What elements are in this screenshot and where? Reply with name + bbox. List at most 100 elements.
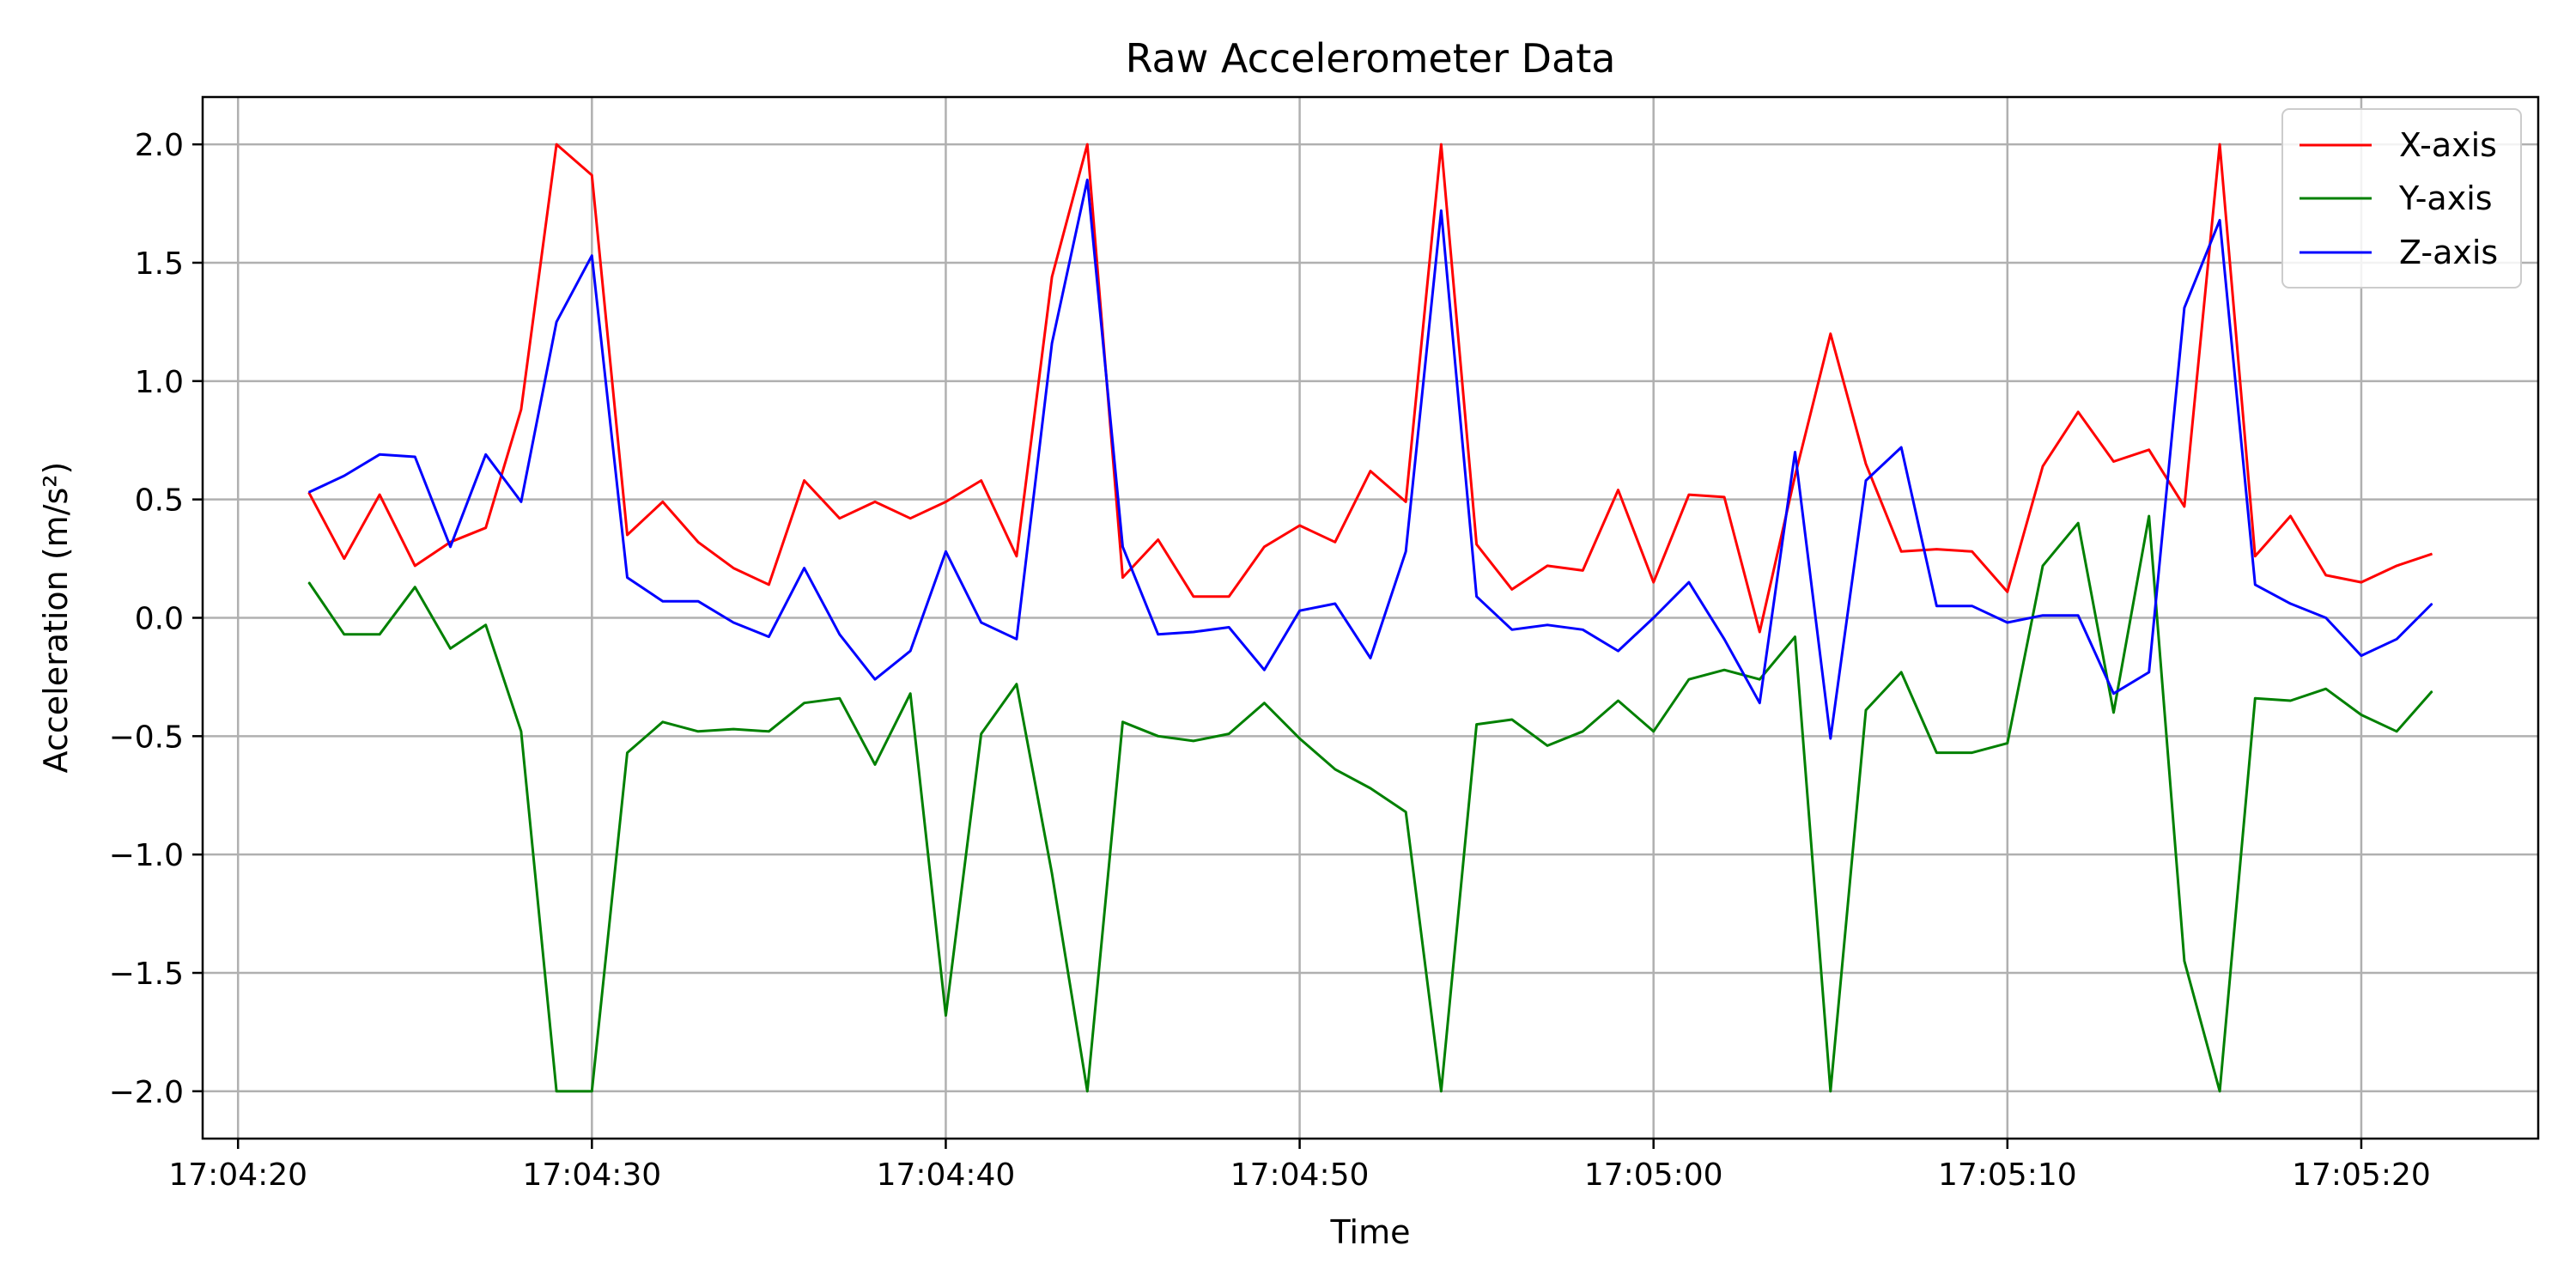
x-tick-label: 17:04:50: [1230, 1157, 1370, 1193]
data-point-x-axis: [1759, 631, 1760, 633]
data-point-x-axis: [1511, 588, 1513, 590]
data-point-z-axis: [1122, 546, 1123, 548]
data-point-y-axis: [874, 763, 876, 765]
x-tick-label: 17:04:40: [877, 1157, 1016, 1193]
data-point-x-axis: [450, 541, 451, 543]
data-point-z-axis: [2290, 603, 2291, 605]
data-point-z-axis: [2148, 671, 2150, 673]
data-point-x-axis: [1618, 489, 1619, 491]
data-point-y-axis: [1476, 724, 1478, 726]
legend-box: [2281, 108, 2522, 289]
data-point-z-axis: [1618, 650, 1619, 652]
data-point-y-axis: [2007, 743, 2008, 744]
y-tick-label: −1.5: [109, 957, 184, 992]
y-tick-label: 1.0: [135, 365, 184, 400]
data-point-x-axis: [2431, 553, 2433, 555]
data-point-y-axis: [520, 731, 522, 732]
data-point-x-axis: [2290, 515, 2291, 517]
data-point-x-axis: [1830, 333, 1832, 335]
data-point-y-axis: [1618, 700, 1619, 702]
data-point-y-axis: [1688, 678, 1690, 680]
legend-label-x: X-axis: [2399, 126, 2497, 164]
data-point-y-axis: [485, 624, 487, 626]
x-tick-label: 17:05:00: [1584, 1157, 1723, 1193]
data-point-z-axis: [450, 546, 451, 548]
data-point-y-axis: [1051, 872, 1053, 874]
x-tick-label: 17:04:20: [168, 1157, 307, 1193]
data-point-x-axis: [2219, 143, 2221, 145]
data-point-x-axis: [2042, 465, 2044, 467]
data-point-x-axis: [2113, 461, 2114, 462]
y-axis-label: Acceleration (m/s²): [37, 462, 75, 774]
data-point-z-axis: [1723, 638, 1725, 640]
data-point-x-axis: [556, 143, 557, 145]
data-point-x-axis: [1228, 596, 1230, 598]
data-point-x-axis: [2325, 574, 2327, 576]
data-point-x-axis: [2148, 449, 2150, 451]
data-point-z-axis: [1688, 581, 1690, 583]
data-point-x-axis: [1865, 463, 1867, 465]
data-point-x-axis: [1476, 544, 1478, 545]
data-point-y-axis: [1900, 671, 1902, 673]
data-point-z-axis: [1476, 596, 1478, 598]
x-axis-label: Time: [1330, 1213, 1411, 1251]
data-point-z-axis: [1653, 617, 1655, 618]
y-tick-label: 0.0: [135, 602, 184, 637]
data-point-z-axis: [1370, 657, 1371, 659]
data-point-y-axis: [1370, 787, 1371, 789]
data-point-z-axis: [2325, 617, 2327, 618]
data-point-z-axis: [1228, 627, 1230, 628]
data-point-x-axis: [839, 518, 841, 519]
data-point-y-axis: [697, 731, 699, 732]
data-point-z-axis: [2431, 603, 2433, 605]
data-point-x-axis: [697, 541, 699, 543]
data-point-y-axis: [414, 586, 416, 588]
data-point-z-axis: [414, 456, 416, 458]
data-point-y-axis: [1971, 752, 1973, 754]
data-point-y-axis: [804, 702, 805, 704]
data-point-y-axis: [1263, 702, 1265, 704]
y-tick-label: −1.0: [109, 838, 184, 873]
data-point-x-axis: [1971, 550, 1973, 552]
data-point-x-axis: [1935, 549, 1937, 550]
data-point-x-axis: [1157, 539, 1159, 540]
data-point-x-axis: [1122, 577, 1123, 579]
data-point-z-axis: [2042, 615, 2044, 617]
data-point-z-axis: [1546, 624, 1548, 626]
data-point-x-axis: [1051, 276, 1053, 277]
data-point-z-axis: [697, 600, 699, 602]
y-tick-label: 1.5: [135, 246, 184, 282]
data-point-z-axis: [2113, 693, 2114, 695]
data-point-x-axis: [804, 480, 805, 482]
data-point-y-axis: [1157, 735, 1159, 737]
data-point-x-axis: [520, 409, 522, 410]
y-tick-label: 2.0: [135, 128, 184, 163]
data-point-z-axis: [1016, 638, 1018, 640]
y-tick-label: −2.0: [109, 1075, 184, 1110]
data-point-z-axis: [1865, 480, 1867, 482]
data-point-y-axis: [1935, 752, 1937, 754]
data-point-y-axis: [627, 752, 628, 754]
data-point-x-axis: [909, 518, 911, 519]
data-point-z-axis: [1971, 605, 1973, 607]
data-point-x-axis: [627, 534, 628, 536]
data-point-y-axis: [2113, 712, 2114, 714]
data-point-y-axis: [2254, 697, 2256, 699]
data-point-y-axis: [1016, 683, 1018, 685]
data-point-z-axis: [343, 475, 345, 477]
data-point-z-axis: [1086, 179, 1088, 180]
x-axis-ticks: 17:04:20 17:04:30 17:04:40 17:04:50 17:05:00…: [168, 1139, 2431, 1193]
data-point-z-axis: [2219, 219, 2221, 221]
data-point-y-axis: [839, 697, 841, 699]
data-point-z-axis: [1334, 603, 1336, 605]
data-point-z-axis: [909, 650, 911, 652]
data-point-y-axis: [1299, 738, 1301, 739]
x-tick-label: 17:05:20: [2292, 1157, 2431, 1193]
data-point-y-axis: [1865, 709, 1867, 711]
data-point-y-axis: [909, 693, 911, 695]
data-point-z-axis: [1193, 631, 1194, 633]
data-point-y-axis: [1759, 678, 1760, 680]
data-point-x-axis: [874, 501, 876, 502]
data-point-x-axis: [945, 501, 946, 502]
